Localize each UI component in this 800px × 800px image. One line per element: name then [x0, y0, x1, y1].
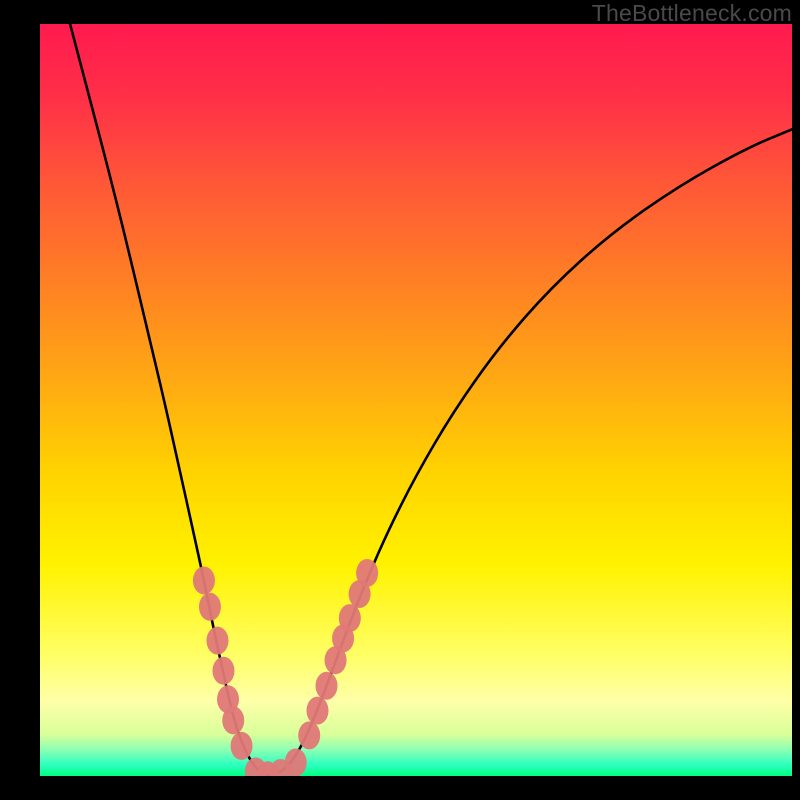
- data-marker: [193, 566, 215, 594]
- data-marker: [285, 748, 307, 776]
- data-marker: [356, 559, 378, 587]
- data-marker: [231, 732, 253, 760]
- gradient-background: [40, 24, 792, 776]
- data-marker: [199, 593, 221, 621]
- bottleneck-chart: [0, 0, 800, 800]
- data-marker: [206, 627, 228, 655]
- data-marker: [339, 604, 361, 632]
- data-marker: [298, 721, 320, 749]
- data-marker: [316, 672, 338, 700]
- data-marker: [212, 657, 234, 685]
- data-marker: [222, 706, 244, 734]
- watermark-text: TheBottleneck.com: [592, 0, 792, 27]
- data-marker: [306, 697, 328, 725]
